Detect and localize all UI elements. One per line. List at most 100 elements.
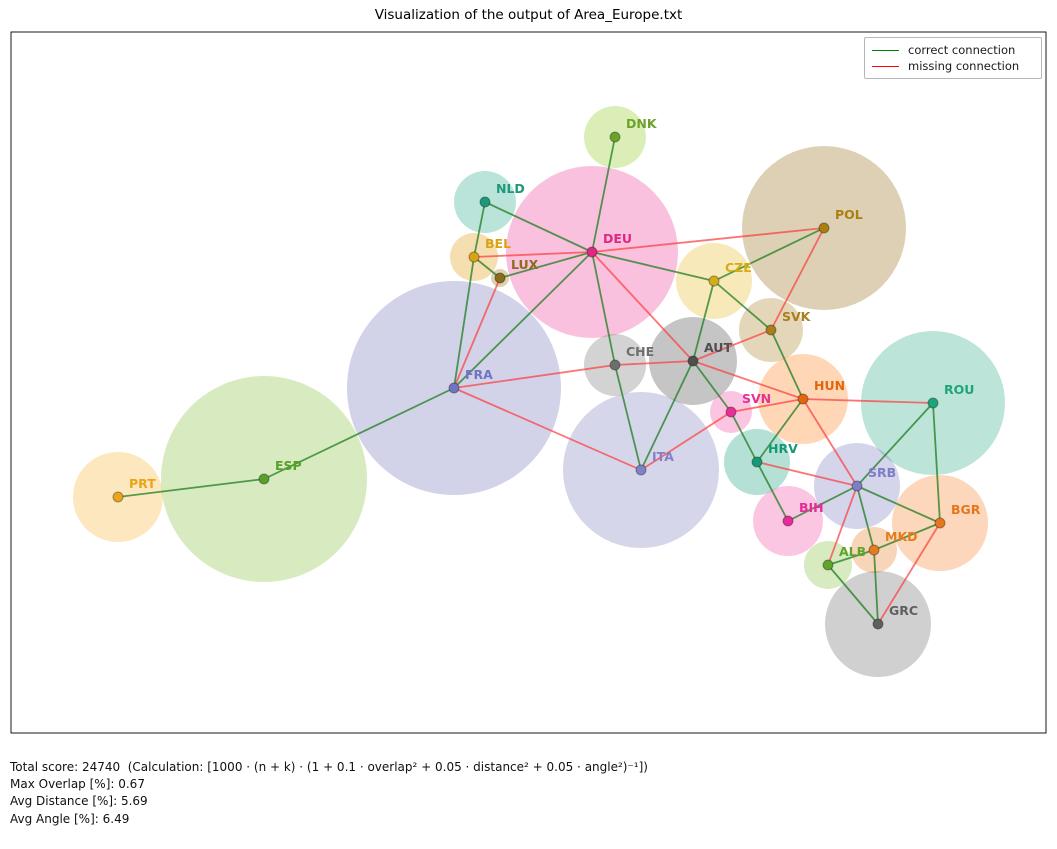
connection-missing-SVN-HUN — [730, 398, 804, 413]
page-title: Visualization of the output of Area_Euro… — [374, 7, 683, 23]
country-label-SVK: SVK — [782, 309, 812, 324]
stats-footer: Total score: 24740 (Calculation: [1000 ·… — [10, 759, 648, 828]
connection-correct-SRB-BIH — [787, 485, 858, 522]
connection-correct-SRB-ROU — [856, 402, 934, 487]
stat-line-max-overlap: Max Overlap [%]: 0.67 — [10, 777, 145, 792]
connection-correct-AUT-SVN — [692, 360, 732, 413]
connection-correct-CZE-AUT — [692, 280, 715, 362]
country-dot-PRT — [112, 491, 124, 503]
connection-missing-DEU-AUT — [591, 251, 694, 362]
country-label-HRV: HRV — [768, 441, 798, 456]
country-label-POL: POL — [835, 207, 863, 222]
connection-missing-CHE-AUT — [614, 360, 694, 366]
connection-correct-DEU-FRA — [453, 251, 593, 389]
connection-correct-FRA-ESP — [263, 387, 455, 480]
country-dot-SVN — [725, 406, 737, 418]
connection-missing-BGR-GRC — [877, 522, 941, 625]
country-label-ITA: ITA — [652, 449, 674, 464]
connection-correct-SRB-BGR — [856, 485, 941, 524]
country-label-DEU: DEU — [603, 231, 632, 246]
country-dot-ALB — [822, 559, 834, 571]
connection-correct-NLD-BEL — [473, 201, 486, 258]
country-label-MKD: MKD — [885, 529, 918, 544]
country-dot-ESP — [258, 473, 270, 485]
country-label-CZE: CZE — [725, 260, 752, 275]
connection-correct-BEL-LUX — [473, 256, 501, 279]
country-label-GRC: GRC — [889, 603, 918, 618]
country-dot-AUT — [687, 355, 699, 367]
country-dot-BEL — [468, 251, 480, 263]
legend-label: correct connection — [908, 43, 1016, 57]
country-label-SVN: SVN — [742, 391, 771, 406]
country-label-NLD: NLD — [496, 181, 525, 196]
country-dot-DNK — [609, 131, 621, 143]
country-dot-LUX — [494, 272, 506, 284]
connection-correct-SVK-HUN — [770, 329, 804, 400]
connection-missing-FRA-CHE — [453, 364, 616, 389]
connection-missing-DEU-POL — [591, 227, 825, 253]
connection-correct-ALB-GRC — [827, 564, 879, 625]
missing-connection-line-icon — [872, 65, 899, 67]
connection-missing-FRA-ITA — [453, 387, 642, 471]
connection-correct-CZE-SVK — [713, 280, 772, 331]
country-dot-BGR — [934, 517, 946, 529]
country-dot-SRB — [851, 480, 863, 492]
country-dot-ROU — [927, 397, 939, 409]
connection-correct-HUN-HRV — [756, 398, 804, 463]
connection-missing-AUT-HUN — [692, 360, 804, 400]
connection-missing-POL-SVK — [770, 227, 825, 331]
connection-missing-SVN-ITA — [640, 411, 732, 471]
connection-correct-AUT-ITA — [640, 360, 694, 471]
connection-correct-SRB-MKD — [856, 485, 875, 551]
connection-correct-ROU-BGR — [932, 402, 941, 524]
country-label-SRB: SRB — [868, 465, 896, 480]
connection-correct-DEU-NLD — [484, 201, 593, 253]
country-dot-SVK — [765, 324, 777, 336]
country-dot-MKD — [868, 544, 880, 556]
connection-correct-LUX-DEU — [499, 251, 593, 279]
connection-correct-DEU-CZE — [591, 251, 715, 282]
country-dot-GRC — [872, 618, 884, 630]
connection-correct-ESP-PRT — [117, 478, 265, 498]
country-dot-BIH — [782, 515, 794, 527]
connection-correct-SVN-HRV — [730, 411, 758, 463]
connection-missing-HUN-ROU — [802, 398, 934, 404]
correct-connection-line-icon — [872, 49, 899, 51]
country-label-HUN: HUN — [814, 378, 845, 393]
country-dot-DEU — [586, 246, 598, 258]
legend: correct connection missing connection — [864, 37, 1042, 79]
connection-correct-DEU-CHE — [591, 251, 616, 366]
country-label-DNK: DNK — [626, 116, 658, 131]
connection-correct-HRV-BIH — [756, 461, 789, 522]
country-label-AUT: AUT — [704, 340, 732, 355]
connection-missing-DEU-BEL — [473, 251, 593, 258]
country-dot-FRA — [448, 382, 460, 394]
legend-item-correct: correct connection — [865, 42, 1041, 58]
connection-correct-DEU-DNK — [591, 136, 616, 253]
country-label-BGR: BGR — [951, 502, 981, 517]
connection-correct-CZE-POL — [713, 227, 825, 282]
country-label-CHE: CHE — [626, 344, 654, 359]
legend-item-missing: missing connection — [865, 58, 1041, 74]
plot-frame — [10, 31, 1047, 734]
country-label-BIH: BIH — [799, 500, 824, 515]
country-label-BEL: BEL — [485, 236, 511, 251]
country-label-LUX: LUX — [511, 257, 539, 272]
country-label-PRT: PRT — [129, 476, 156, 491]
stat-line-avg-angle: Avg Angle [%]: 6.49 — [10, 811, 130, 826]
country-label-ALB: ALB — [839, 544, 866, 559]
connection-missing-SRB-ALB — [827, 485, 858, 566]
country-dot-CHE — [609, 359, 621, 371]
legend-label: missing connection — [908, 59, 1020, 73]
country-label-ROU: ROU — [944, 382, 974, 397]
country-label-FRA: FRA — [465, 367, 493, 382]
country-dot-ITA — [635, 464, 647, 476]
connection-correct-MKD-GRC — [873, 549, 879, 625]
country-dot-NLD — [479, 196, 491, 208]
connection-missing-LUX-FRA — [453, 277, 501, 389]
country-label-ESP: ESP — [275, 458, 302, 473]
country-dot-HUN — [797, 393, 809, 405]
connection-correct-BEL-FRA — [453, 256, 475, 389]
